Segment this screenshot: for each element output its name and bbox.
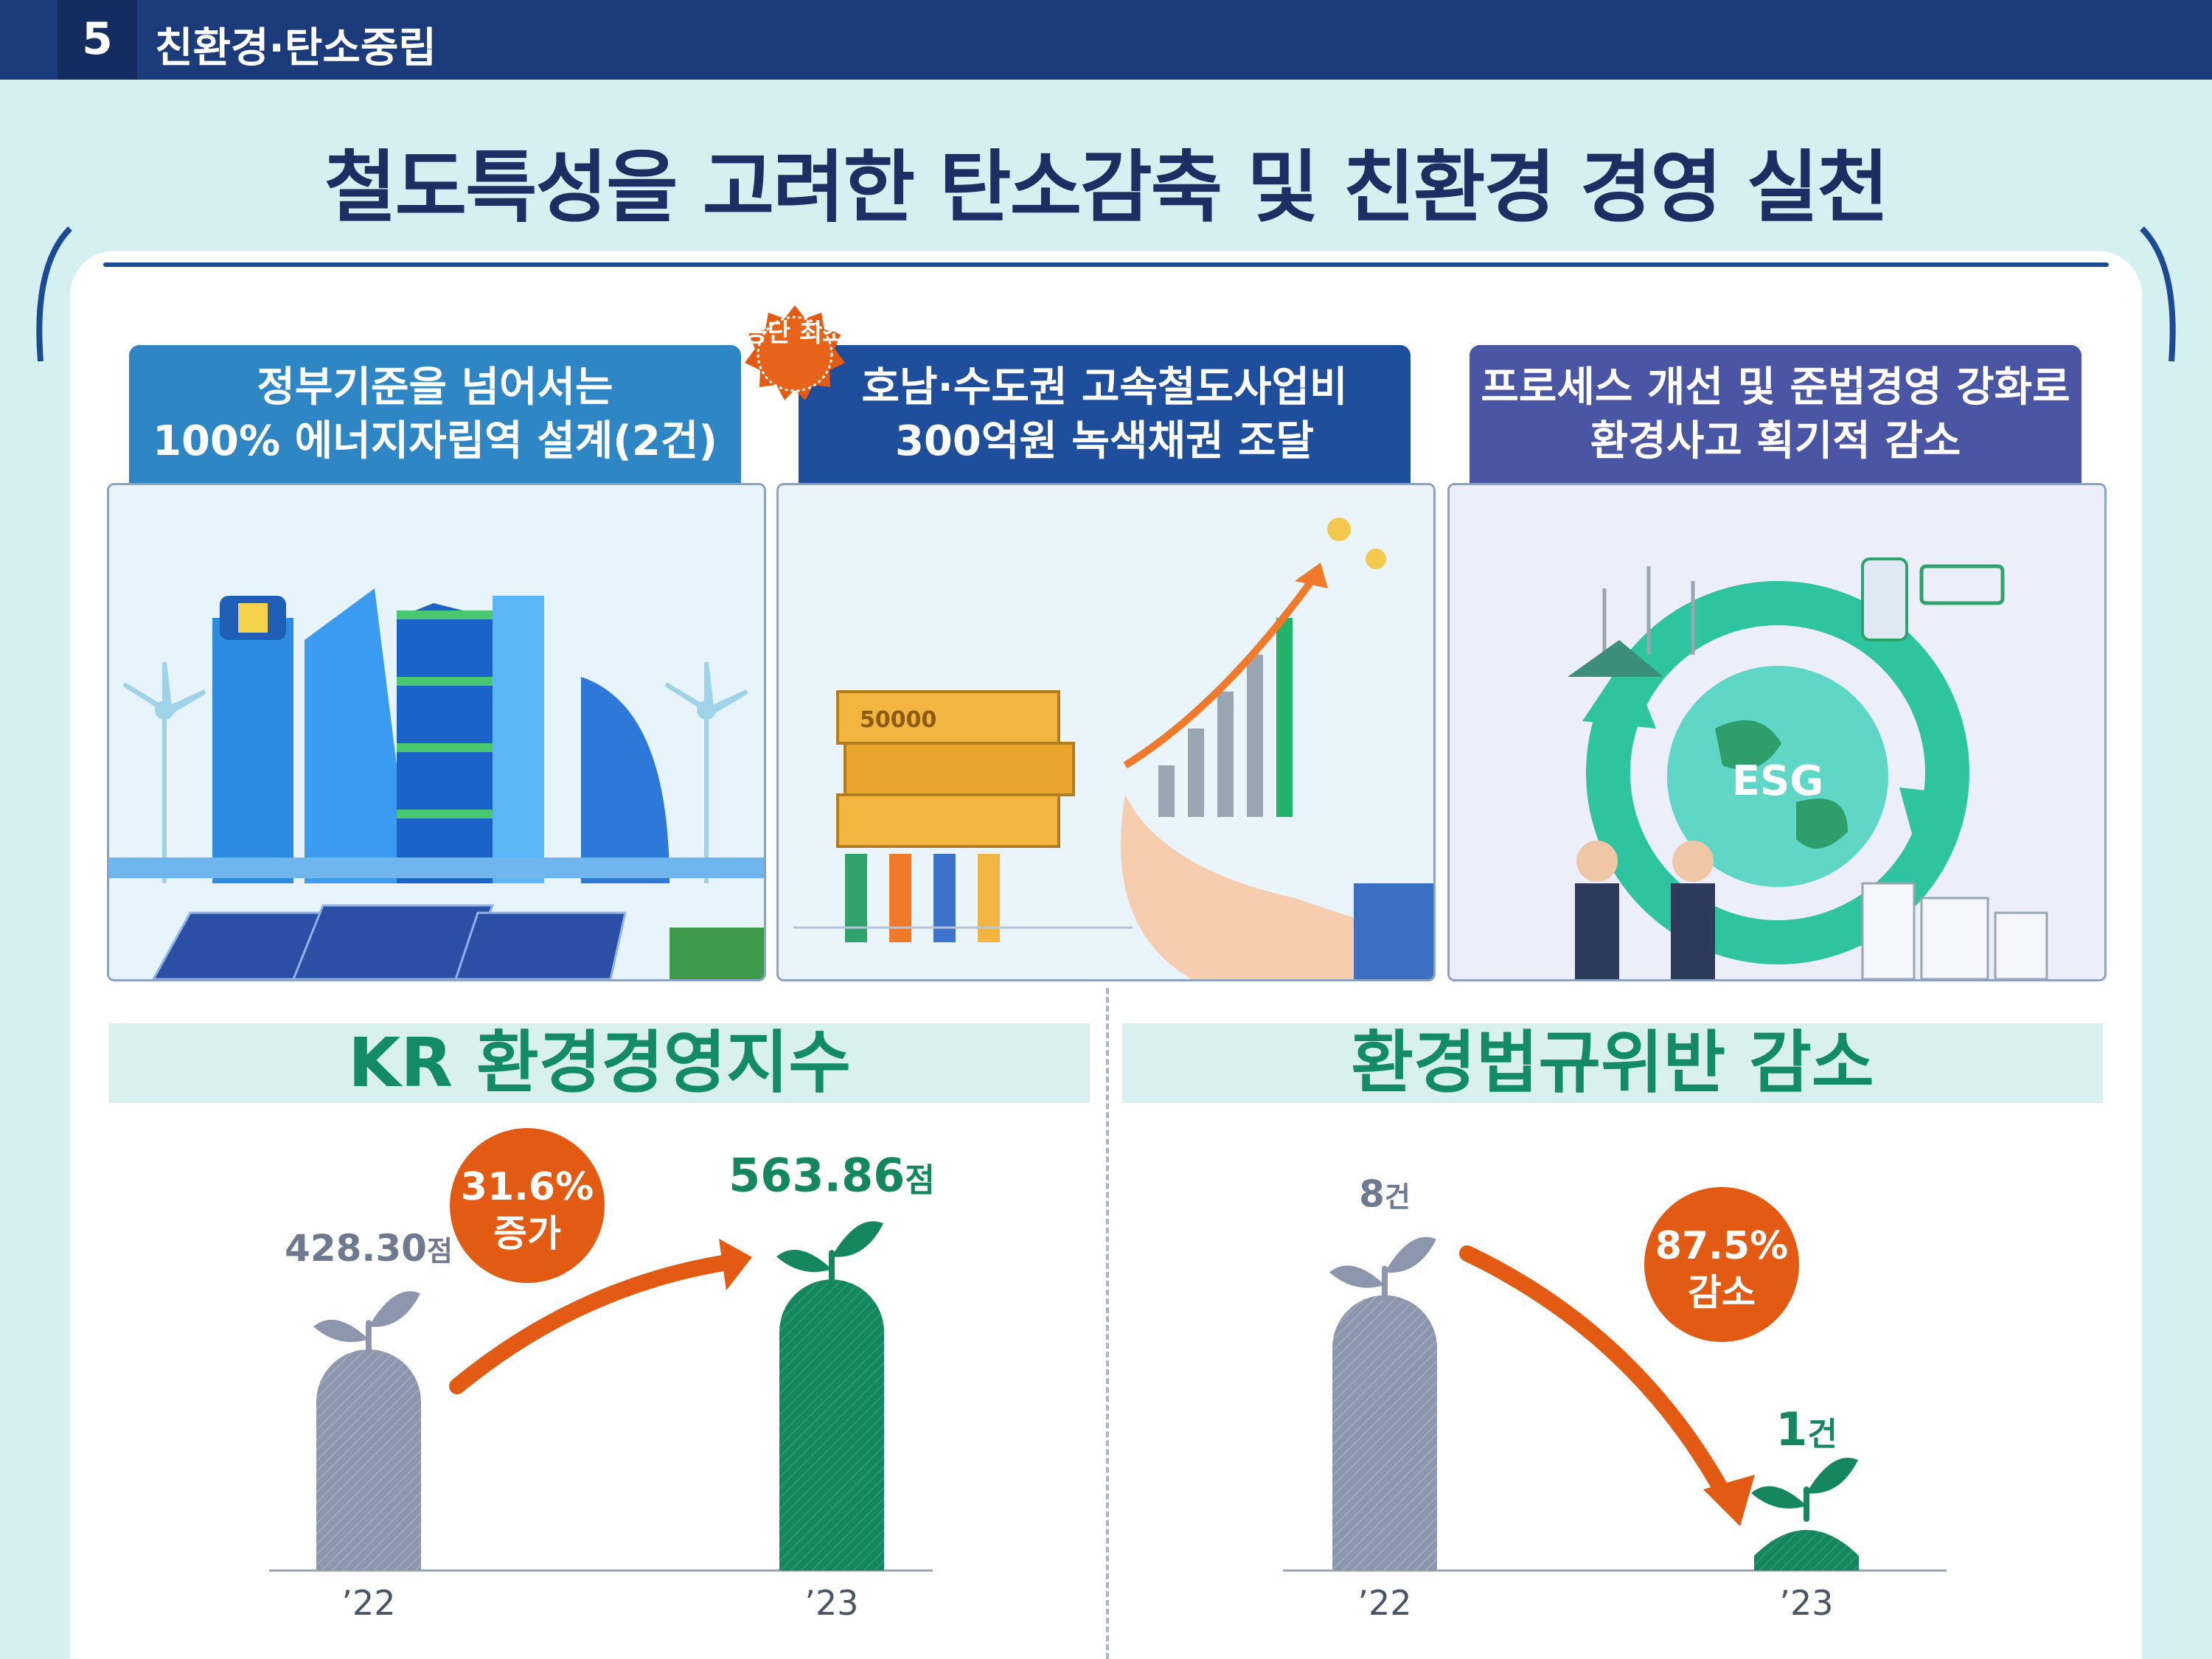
section-divider <box>1106 988 1109 1659</box>
sprout-leaf <box>1806 1458 1858 1494</box>
sprout-leaf <box>1329 1265 1385 1288</box>
panel-heading-energy: 정부기준을 넘어서는 100% 에너지자립역 설계(2건) <box>129 345 741 485</box>
tick-label: ’22 <box>1357 1583 1411 1623</box>
panel-heading-green-bond: 호남·수도권 고속철도사업비 300억원 녹색채권 조달 <box>799 345 1411 485</box>
tick-label: ’22 <box>341 1583 395 1623</box>
sprout-leaf <box>832 1221 883 1257</box>
bar <box>779 1279 884 1571</box>
panel-heading-line1: 호남·수도권 고속철도사업비 <box>861 364 1348 412</box>
data-label: 8건 <box>1359 1173 1411 1216</box>
bar <box>1754 1530 1859 1571</box>
globe-label: ESG <box>1732 757 1824 805</box>
esg-cycle-illustration: ESG <box>1450 485 2104 979</box>
panel-heading-line2: 100% 에너지자립역 설계(2건) <box>153 417 717 465</box>
trend-arrow <box>449 1253 745 1394</box>
data-label-unit: 점 <box>427 1235 453 1267</box>
section-number: 5 <box>82 13 113 65</box>
data-label: 428.30점 <box>285 1227 453 1270</box>
change-label: 87.5% <box>1655 1224 1788 1268</box>
change-label: 31.6% <box>461 1165 594 1209</box>
sprout-leaf <box>1751 1486 1806 1509</box>
data-label: 563.86점 <box>728 1148 935 1202</box>
change-bubble <box>1644 1187 1799 1342</box>
data-label-unit: 건 <box>1385 1181 1411 1214</box>
bar <box>316 1349 421 1571</box>
sprout-leaf <box>776 1249 832 1273</box>
chart-heading-env-index: KR 환경경영지수 <box>109 1023 1090 1103</box>
change-word: 감소 <box>1688 1271 1756 1314</box>
panel-illustration-energy <box>107 483 766 981</box>
panel-heading-line2: 환경사고 획기적 감소 <box>1590 417 1961 465</box>
env-index-chart: 428.30점 ’22 563.86점 ’23 31.6%증가 <box>269 1128 935 1623</box>
bar <box>1332 1295 1437 1571</box>
chart-heading-violations: 환경법규위반 감소 <box>1122 1023 2103 1103</box>
tick-label: ’23 <box>1779 1583 1833 1623</box>
section-title: 친환경·탄소중립 <box>155 24 437 72</box>
page-title: 철도특성을 고려한 탄소감축 및 친환경 경영 실천 <box>324 142 1889 233</box>
frame-top-line <box>103 262 2109 267</box>
section-number-box <box>58 0 137 80</box>
panel-illustration-compliance: ESG <box>1447 483 2107 981</box>
panel-illustration-green-bond: 50000 <box>776 483 1436 981</box>
sprout-leaf <box>369 1291 420 1327</box>
left-frame-curl <box>36 226 72 362</box>
right-frame-curl <box>2140 226 2176 362</box>
tick-label: ’23 <box>804 1583 858 1623</box>
trend-arrow-head <box>719 1239 752 1290</box>
panel-heading-compliance: 프로세스 개선 및 준법경영 강화로 환경사고 획기적 감소 <box>1470 345 2081 485</box>
bill-label: 50000 <box>860 707 936 733</box>
trend-arrow <box>1459 1245 1733 1505</box>
data-label-unit: 건 <box>1807 1416 1837 1453</box>
data-label: 1건 <box>1775 1402 1837 1456</box>
money-growth-illustration: 50000 <box>779 485 1433 979</box>
panel-heading-line1: 프로세스 개선 및 준법경영 강화로 <box>1481 364 2070 412</box>
sprout-leaf <box>313 1319 369 1343</box>
data-label-unit: 점 <box>905 1161 934 1199</box>
energy-building-illustration <box>109 485 764 979</box>
panel-heading-line2: 300억원 녹색채권 조달 <box>894 417 1315 465</box>
sprout-leaf <box>1385 1237 1436 1273</box>
change-bubble <box>450 1128 605 1283</box>
first-badge-label: 공단 최초 <box>744 319 846 348</box>
change-word: 증가 <box>493 1212 561 1255</box>
violations-chart: 8건 ’22 1건 ’23 87.5%감소 <box>1283 1173 1947 1623</box>
first-badge-icon <box>745 305 845 400</box>
top-bar <box>0 0 2212 80</box>
panel-heading-line1: 정부기준을 넘어서는 <box>257 364 613 412</box>
trend-arrow-head <box>1703 1475 1755 1526</box>
